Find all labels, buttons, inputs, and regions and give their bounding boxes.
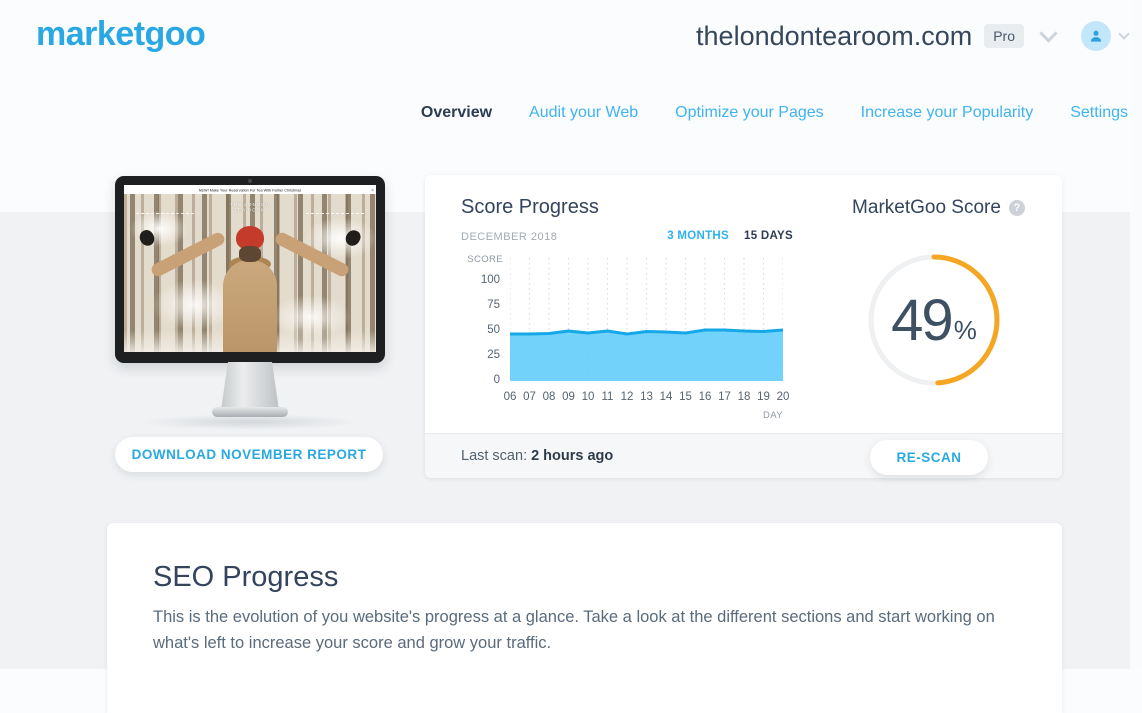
site-banner: NEW! Make Your Reservation For Tea With … [124, 185, 376, 194]
y-axis-title: SCORE [467, 254, 503, 265]
x-tick-label: 08 [542, 391, 556, 403]
site-nav-left [136, 213, 194, 214]
score-progress-card: Score Progress DECEMBER 2018 3 MONTHS 15 … [425, 175, 1062, 478]
marketgoo-dashboard: { "header": { "logo": "marketgoo", "doma… [0, 0, 1142, 669]
score-area-chart [510, 258, 783, 381]
monitor-stand [221, 362, 279, 410]
help-icon[interactable]: ? [1008, 200, 1025, 216]
chart-range-toggle: 3 MONTHS 15 DAYS [667, 230, 793, 242]
chart-period-label: DECEMBER 2018 [461, 231, 558, 243]
website-preview-monitor: NEW! Make Your Reservation For Tea With … [115, 176, 385, 432]
score-card-footer: Last scan: 2 hours ago RE-SCAN [425, 433, 1062, 478]
user-avatar[interactable] [1081, 21, 1111, 51]
y-tick-label: 0 [493, 374, 500, 386]
score-value: 49 % [864, 250, 1004, 390]
x-tick-label: 07 [523, 391, 536, 403]
rescan-button[interactable]: RE-SCAN [870, 440, 988, 475]
seo-progress-description: This is the evolution of you website's p… [153, 608, 995, 652]
y-tick-label: 75 [487, 299, 500, 311]
x-tick-label: 19 [757, 391, 770, 403]
x-tick-label: 18 [737, 391, 751, 403]
monitor-frame: NEW! Make Your Reservation For Tea With … [115, 176, 385, 363]
x-tick-label: 16 [698, 391, 712, 403]
nav-tab-overview[interactable]: Overview [420, 104, 493, 121]
site-nav-right [306, 213, 364, 214]
score-progress-title: Score Progress [461, 196, 599, 218]
x-tick-label: 06 [503, 391, 517, 403]
person-icon [1091, 30, 1101, 42]
plan-badge: Pro [984, 24, 1024, 48]
person-coat [223, 260, 277, 352]
gauge-progress-arc [868, 254, 1000, 386]
x-tick-label: 15 [679, 391, 692, 403]
range-option-15-days[interactable]: 15 DAYS [744, 230, 793, 242]
x-tick-label: 20 [776, 391, 790, 403]
y-tick-label: 100 [480, 274, 500, 286]
account-chevron-down-icon[interactable] [1118, 28, 1130, 40]
domain-chevron-down-icon[interactable] [1039, 23, 1058, 43]
site-logo: THE LONDON TEA ROOM [230, 202, 270, 213]
site-hero-photo: THE LONDON TEA ROOM [124, 194, 376, 352]
person-glove-left [136, 227, 158, 249]
score-area-fill [510, 330, 783, 381]
person-arm-left [149, 230, 227, 279]
x-tick-label: 12 [620, 391, 634, 403]
nav-tab-audit-your-web[interactable]: Audit your Web [529, 104, 639, 121]
site-switcher: thelondontearoom.com Pro [696, 18, 1130, 54]
x-tick-label: 10 [581, 391, 595, 403]
person-arm-right [273, 230, 351, 279]
main-nav: Overview Audit your Web Optimize your Page… [421, 104, 1128, 122]
person-head [239, 246, 261, 262]
score-percent-sign: % [953, 314, 977, 345]
site-banner-text: NEW! Make Your Reservation For Tea With … [198, 187, 302, 192]
monitor-camera-dot [248, 179, 252, 183]
y-tick-label: 50 [487, 324, 500, 336]
seo-progress-card: SEO Progress This is the evolution of yo… [107, 523, 1062, 713]
person-glove-right [342, 227, 364, 249]
y-tick-label: 25 [487, 349, 500, 361]
x-tick-label: 14 [659, 391, 673, 403]
range-option-3-months[interactable]: 3 MONTHS [667, 230, 730, 242]
site-banner-close-icon: × [370, 186, 374, 193]
marketgoo-score-header: MarketGoo Score ? [815, 197, 1062, 219]
seo-progress-title: SEO Progress [153, 561, 339, 593]
nav-tab-optimize-your-pages[interactable]: Optimize your Pages [675, 104, 824, 121]
x-axis-title: DAY [762, 410, 783, 421]
x-tick-label: 09 [562, 391, 575, 403]
monitor-shadow [140, 414, 360, 430]
score-gauge-ring [868, 254, 1000, 386]
last-scan-value: 2 hours ago [531, 448, 614, 464]
last-scan-status: Last scan: 2 hours ago [461, 448, 613, 464]
marketgoo-score-title: MarketGoo Score [852, 197, 1001, 218]
website-screenshot: NEW! Make Your Reservation For Tea With … [124, 185, 376, 352]
nav-tab-increase-your-popularity[interactable]: Increase your Popularity [860, 104, 1034, 121]
score-gauge: 49 % [864, 250, 1004, 390]
x-tick-label: 11 [601, 391, 614, 403]
nav-tab-settings[interactable]: Settings [1070, 104, 1128, 121]
scrollbar[interactable] [1130, 0, 1142, 669]
last-scan-label: Last scan: [461, 448, 528, 464]
current-domain: thelondontearoom.com [696, 20, 973, 51]
download-report-button[interactable]: DOWNLOAD NOVEMBER REPORT [115, 437, 383, 472]
monitor-stand-base [212, 407, 288, 417]
x-tick-label: 13 [640, 391, 653, 403]
marketgoo-logo[interactable]: marketgoo [36, 15, 206, 53]
x-tick-label: 17 [718, 391, 731, 403]
score-line [510, 328, 783, 336]
score-number: 49 [891, 287, 953, 353]
